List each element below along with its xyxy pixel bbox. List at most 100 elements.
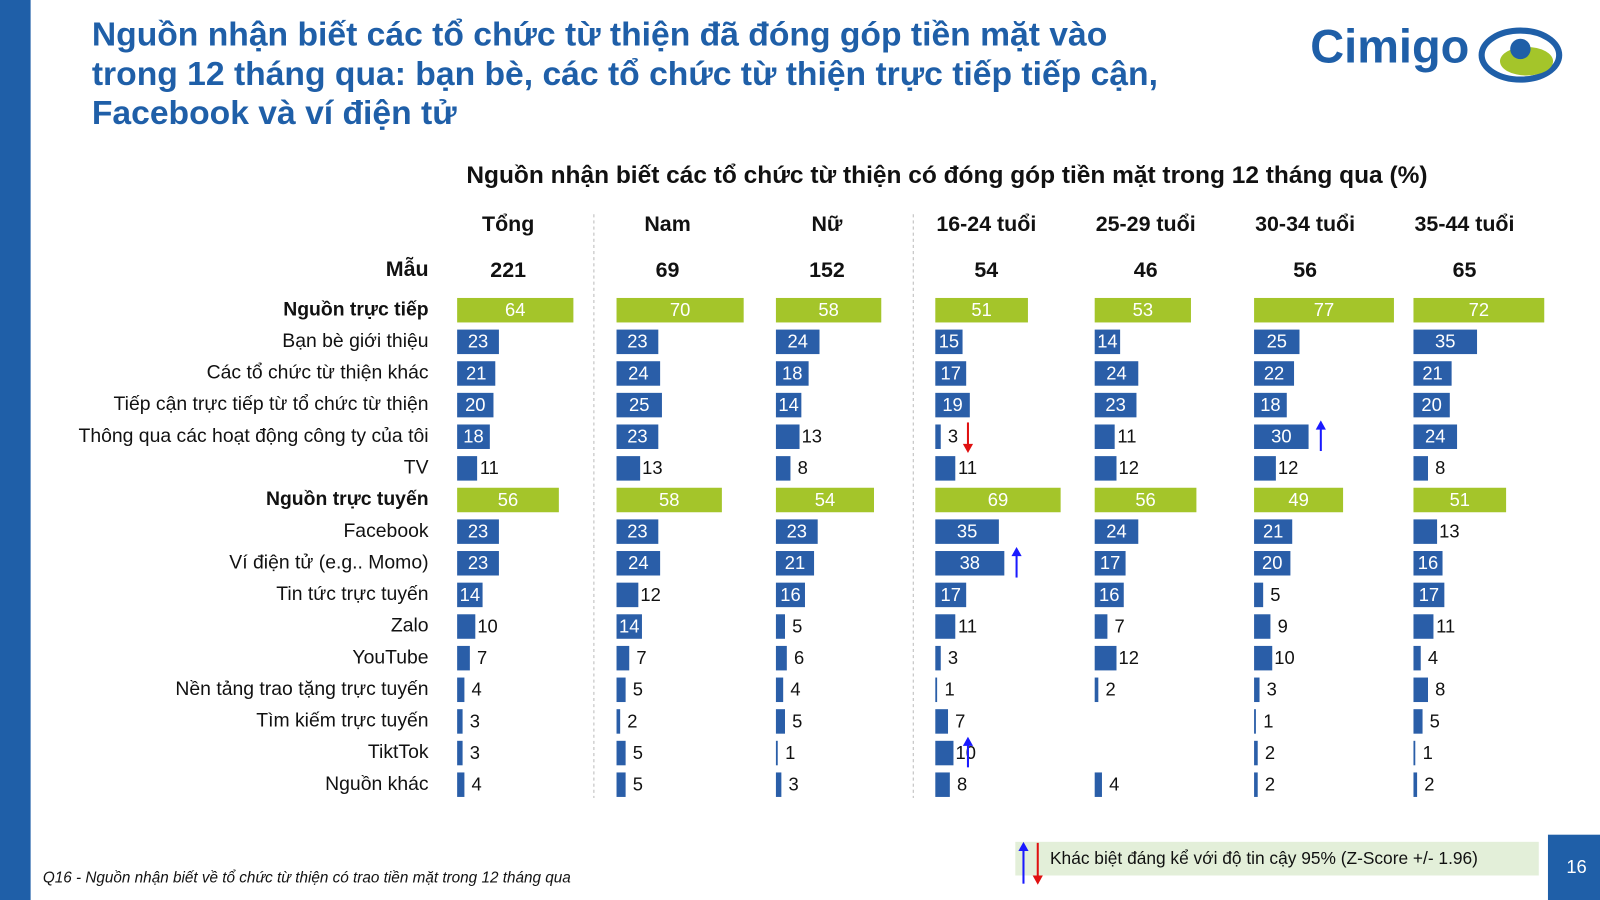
- slide-title: trong 12 tháng qua: bạn bè, các tổ chức …: [92, 56, 1158, 93]
- row-label: Nguồn trực tiếp: [283, 298, 429, 320]
- bar: [935, 424, 941, 449]
- column-header: Nữ: [811, 212, 842, 236]
- column-header: Tổng: [482, 212, 534, 236]
- bar: [1413, 677, 1428, 703]
- value-label: 56: [498, 489, 518, 510]
- row-label: Zalo: [391, 615, 429, 637]
- bar: [457, 424, 490, 449]
- slide-title: Nguồn nhận biết các tổ chức từ thiện đã …: [92, 17, 1107, 54]
- value-label: 13: [802, 426, 822, 447]
- value-label: 18: [1260, 394, 1280, 415]
- row-label: Nguồn khác: [325, 773, 429, 795]
- bar: [457, 487, 559, 513]
- row-label: Các tổ chức từ thiện khác: [207, 362, 429, 384]
- value-label: 5: [633, 679, 643, 700]
- value-label: 2: [1424, 774, 1434, 795]
- value-label: 12: [1278, 457, 1298, 478]
- value-label: 11: [958, 615, 977, 636]
- bar: [1413, 456, 1428, 481]
- column-header: 25-29 tuổi: [1096, 212, 1196, 236]
- row-label: Tin tức trực tuyến: [276, 583, 428, 605]
- sample-label: Mẫu: [386, 256, 429, 281]
- bar: [1094, 424, 1115, 449]
- value-label: 54: [815, 489, 835, 510]
- bar: [616, 677, 626, 703]
- value-label: 10: [956, 742, 976, 763]
- value-label: 24: [788, 331, 808, 352]
- footnote: Q16 - Nguồn nhận biết về tổ chức từ thiệ…: [43, 870, 571, 887]
- value-label: 1: [1263, 710, 1273, 731]
- significance-arrowhead: [962, 443, 974, 454]
- bar: [1254, 519, 1293, 544]
- value-label: 8: [1435, 457, 1445, 478]
- bar: [1413, 551, 1443, 576]
- bar: [616, 392, 662, 418]
- value-label: 56: [1135, 489, 1155, 510]
- bar: [1254, 645, 1273, 671]
- bar: [775, 645, 787, 671]
- value-label: 3: [948, 647, 958, 668]
- value-label: 4: [1428, 647, 1438, 668]
- bar: [1254, 456, 1276, 481]
- page-number-box: [1547, 834, 1600, 900]
- bar: [1254, 582, 1264, 608]
- bar: [457, 297, 574, 323]
- value-label: 3: [789, 774, 799, 795]
- sample-size: 54: [974, 258, 998, 282]
- value-label: 10: [1274, 647, 1294, 668]
- value-label: 5: [1270, 584, 1280, 605]
- value-label: 14: [778, 394, 798, 415]
- bar: [616, 645, 630, 671]
- value-label: 30: [1271, 426, 1291, 447]
- legend-box: [1015, 841, 1539, 876]
- value-label: 12: [1119, 647, 1139, 668]
- bar: [1413, 424, 1458, 449]
- bar: [1094, 772, 1102, 797]
- row-label: Ví điện tử (e.g.. Momo): [229, 551, 428, 573]
- value-label: 7: [477, 647, 487, 668]
- bar: [935, 740, 954, 766]
- bar: [935, 772, 950, 797]
- value-label: 4: [1109, 774, 1119, 795]
- bar: [775, 456, 791, 481]
- bar: [935, 551, 1005, 576]
- value-label: 1: [785, 742, 795, 763]
- value-label: 5: [1430, 710, 1440, 731]
- bar: [457, 361, 496, 386]
- value-label: 3: [1267, 679, 1277, 700]
- bar: [1254, 487, 1344, 513]
- bar: [1413, 519, 1438, 544]
- bar: [1094, 392, 1137, 418]
- value-label: 38: [960, 552, 980, 573]
- value-label: 51: [971, 299, 991, 320]
- value-label: 70: [670, 299, 690, 320]
- significance-arrowhead: [962, 736, 974, 746]
- bar: [1413, 392, 1450, 418]
- bar: [616, 297, 744, 323]
- bar: [1094, 456, 1117, 481]
- bar: [457, 329, 499, 355]
- bar: [935, 709, 949, 734]
- bar: [935, 329, 963, 355]
- value-label: 35: [957, 520, 977, 541]
- significance-arrowhead: [1315, 420, 1326, 430]
- value-label: 24: [628, 362, 648, 383]
- left-strip: [0, 0, 31, 900]
- value-label: 64: [505, 299, 525, 320]
- bar: [935, 297, 1028, 323]
- value-label: 7: [955, 710, 965, 731]
- bar: [1254, 709, 1256, 734]
- value-label: 8: [798, 457, 808, 478]
- bar: [1413, 740, 1416, 766]
- bar: [1254, 424, 1309, 449]
- bar: [935, 487, 1061, 513]
- bar: [1254, 551, 1291, 576]
- bar: [616, 487, 722, 513]
- value-label: 58: [659, 489, 679, 510]
- row-label: Nguồn trực tuyến: [266, 488, 429, 510]
- value-label: 3: [470, 742, 480, 763]
- value-label: 11: [1117, 426, 1136, 447]
- value-label: 9: [1278, 615, 1288, 636]
- bar: [935, 519, 999, 544]
